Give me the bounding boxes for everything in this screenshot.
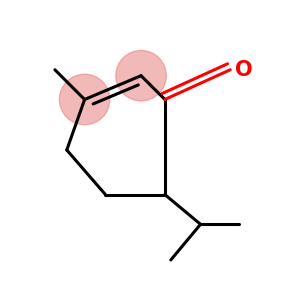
Circle shape	[59, 74, 110, 125]
Circle shape	[116, 50, 166, 101]
Text: O: O	[235, 60, 252, 80]
